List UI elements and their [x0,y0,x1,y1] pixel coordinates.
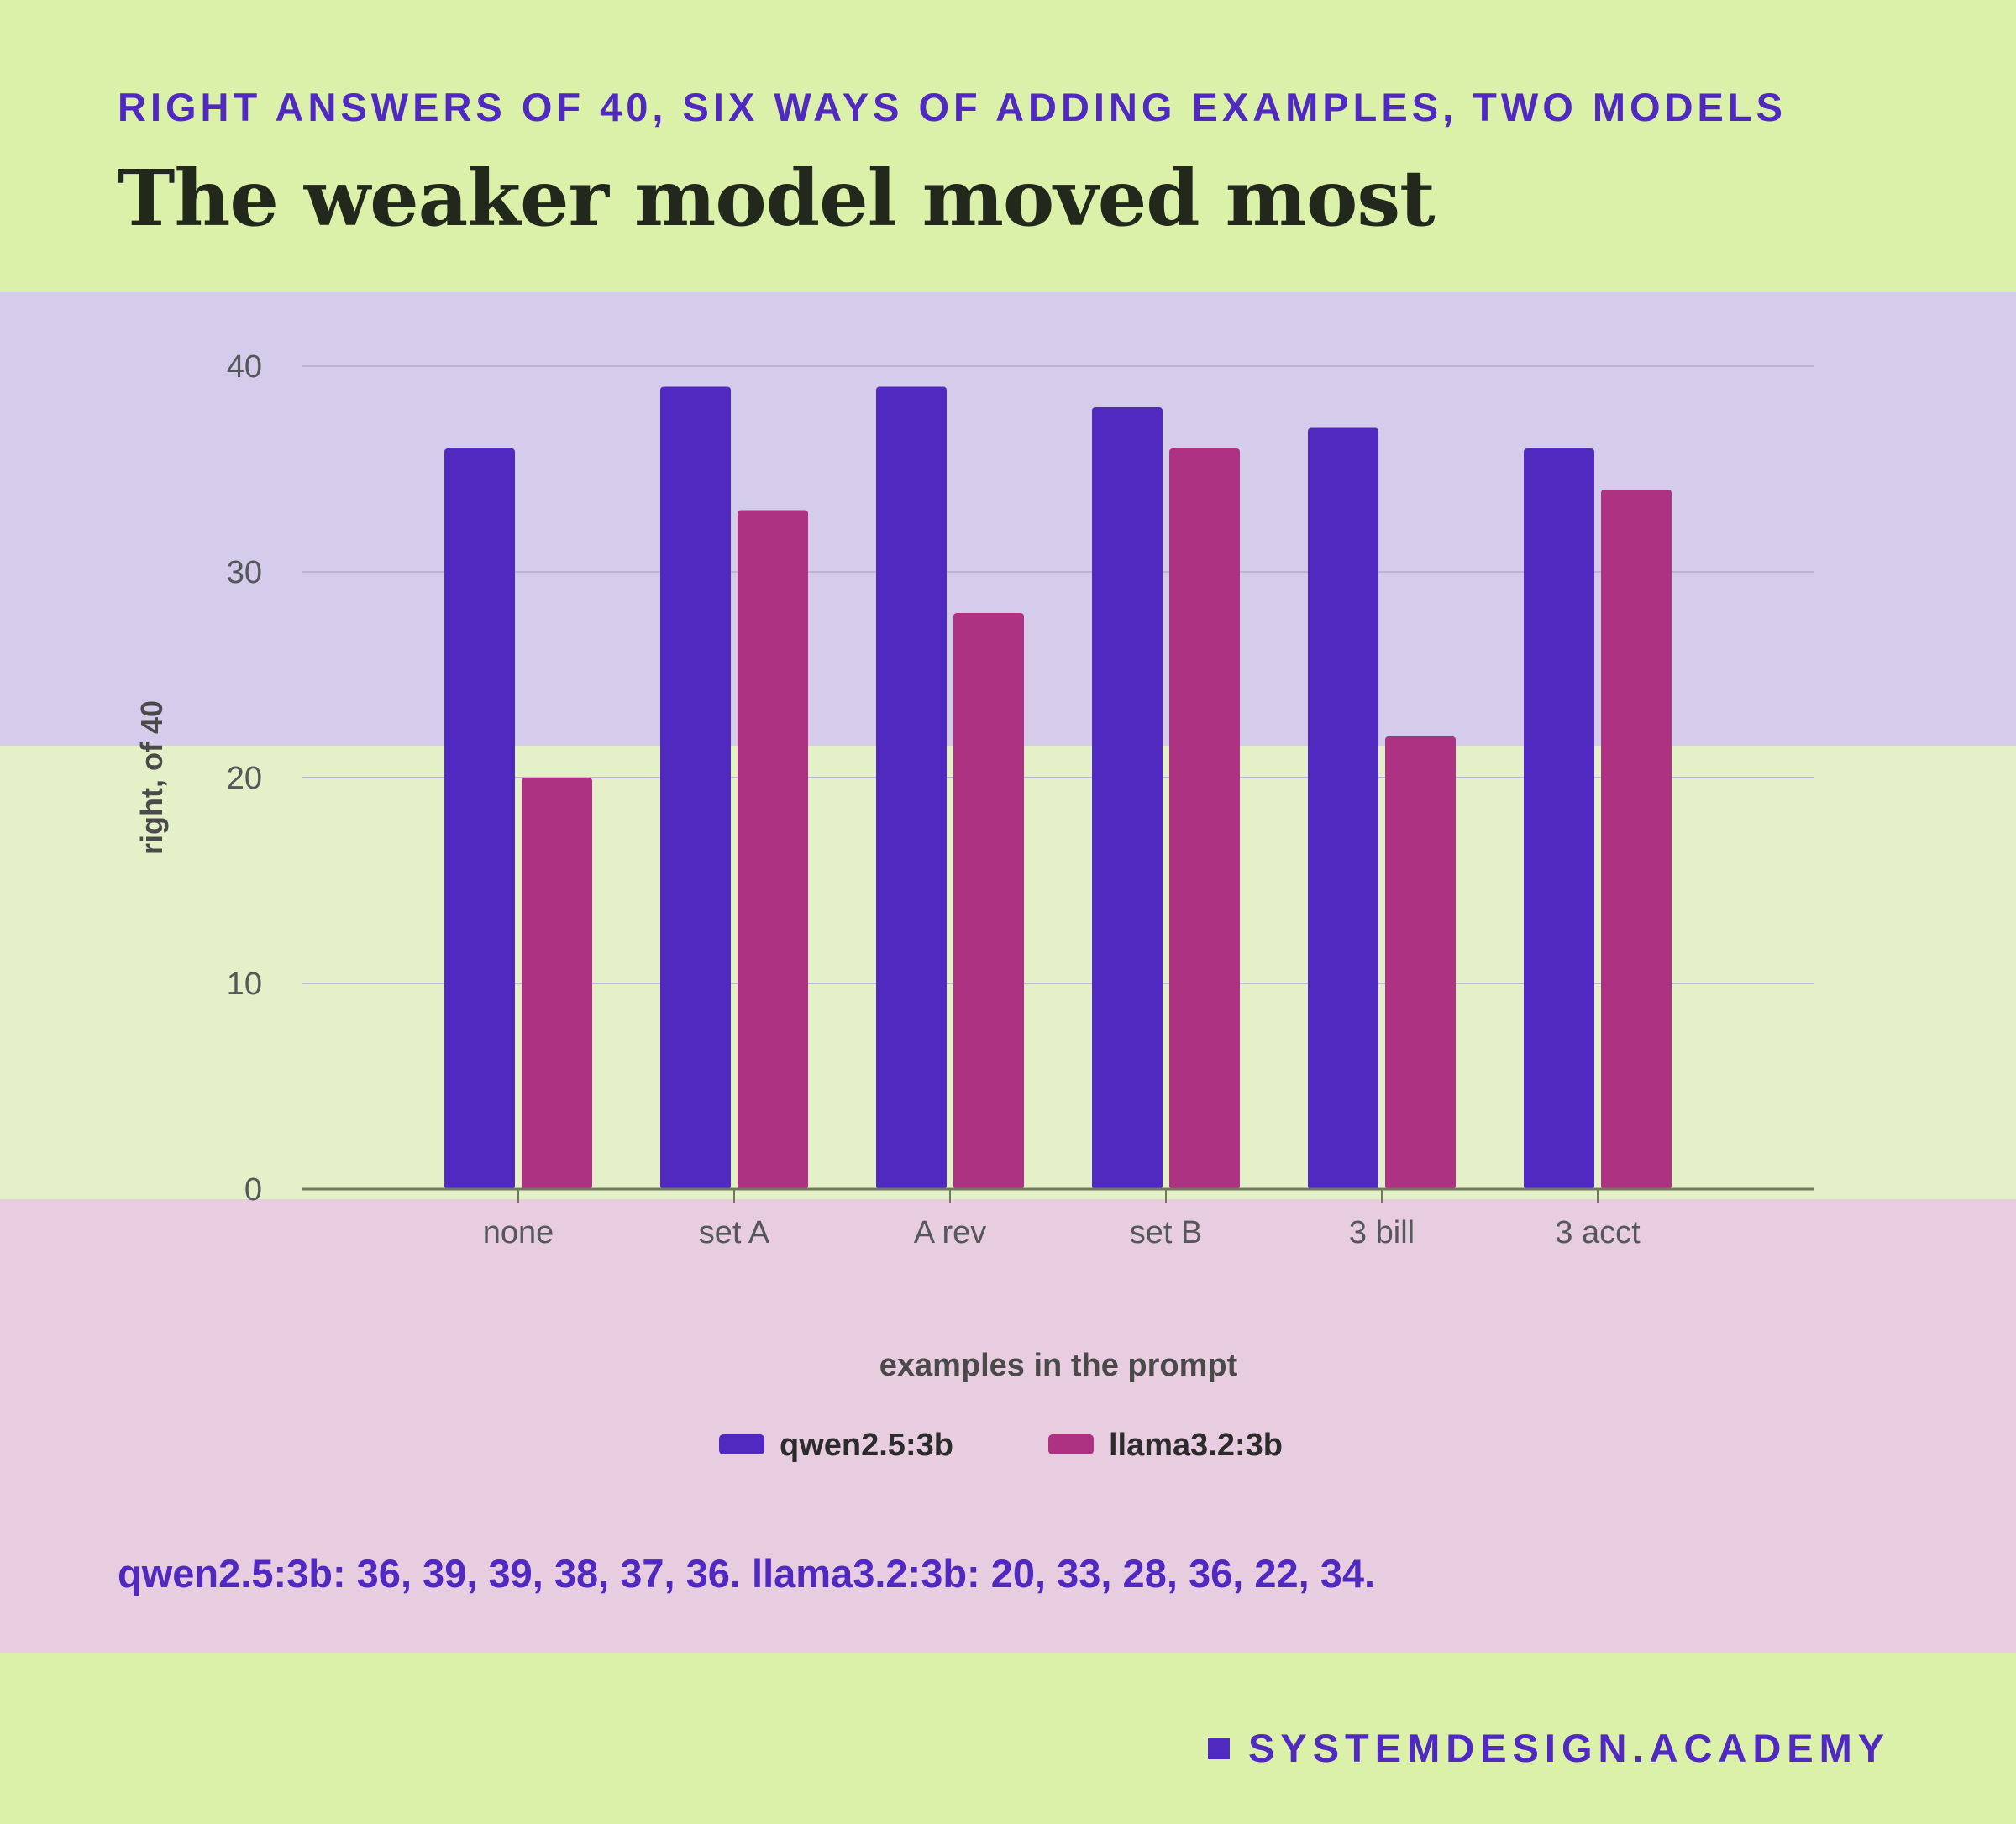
y-tick-label: 40 [227,349,262,385]
y-tick-label: 0 [244,1172,262,1208]
bar-series-2 [953,613,1024,1189]
legend-label-2: llama3.2:3b [1109,1428,1283,1463]
legend: qwen2.5:3b llama3.2:3b [719,1428,1283,1463]
brand-mark: SYSTEMDESIGN.ACADEMY [1208,1725,1890,1771]
values-summary: qwen2.5:3b: 36, 39, 39, 38, 37, 36. llam… [118,1551,1376,1596]
x-axis-title: examples in the prompt [879,1348,1238,1383]
bar-chart: 0 10 20 30 40 none set A A rev set B 3 bill 3 acc… [134,349,1814,1463]
x-tick-label: set A [699,1215,770,1250]
lower-band [0,1199,2016,1653]
y-axis-title: right, of 40 [134,700,169,855]
bar-series-1 [1308,427,1378,1189]
x-tick-label: A rev [914,1215,987,1250]
bar-series-1 [876,386,947,1189]
bar-series-1 [444,448,515,1189]
bar-series-1 [660,386,731,1189]
x-tick-label: none [483,1215,554,1250]
y-tick-label: 30 [227,555,262,590]
y-tick-label: 10 [227,967,262,1002]
brand-name: SYSTEMDESIGN.ACADEMY [1248,1726,1891,1770]
bar-series-2 [1169,448,1240,1189]
chart-eyebrow: RIGHT ANSWERS OF 40, SIX WAYS OF ADDING … [118,85,1787,129]
bars [444,386,1672,1189]
bar-series-1 [1524,448,1594,1189]
header-band [0,0,2016,292]
x-tick-label: 3 acct [1555,1215,1641,1250]
bar-series-2 [1601,490,1672,1189]
y-axis-ticks: 0 10 20 30 40 [227,349,262,1208]
brand-square-icon [1208,1737,1230,1759]
bar-series-2 [1385,736,1456,1189]
y-tick-label: 20 [227,761,262,796]
legend-swatch-2 [1048,1434,1094,1454]
x-tick-label: set B [1130,1215,1203,1250]
x-axis-ticks: none set A A rev set B 3 bill 3 acct [483,1189,1641,1250]
footer-band [0,1653,2016,1824]
bar-series-1 [1092,407,1163,1189]
x-tick-label: 3 bill [1349,1215,1415,1250]
chart-headline: The weaker model moved most [118,153,1436,244]
legend-label-1: qwen2.5:3b [780,1428,953,1463]
legend-swatch-1 [719,1434,764,1454]
bar-series-2 [522,778,592,1189]
bar-series-2 [738,510,808,1189]
